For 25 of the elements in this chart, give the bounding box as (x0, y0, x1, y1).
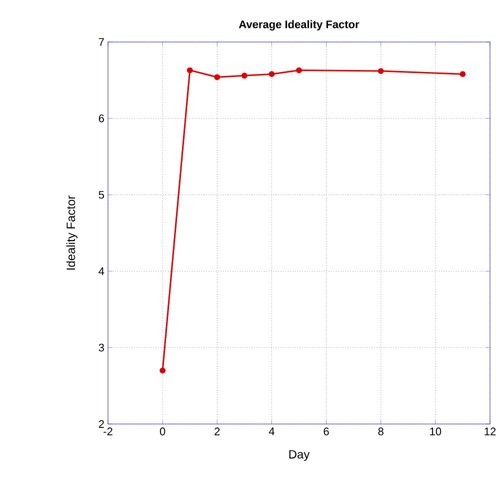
x-tick-label: -2 (104, 428, 112, 436)
y-tick-label: 3 (98, 344, 104, 352)
x-tick-label: 2 (214, 428, 220, 436)
point (268, 71, 275, 78)
y-axis-title: Ideality Factor (66, 196, 78, 270)
point (241, 72, 248, 79)
x-tick-label: 8 (378, 428, 384, 436)
x-tick-label: 6 (324, 428, 329, 436)
y-tick-label: 5 (98, 190, 104, 199)
x-tick-label: 0 (160, 428, 166, 436)
point (460, 71, 466, 78)
point (160, 368, 166, 374)
x-axis-title: Day (289, 450, 310, 461)
y-tick-label: 6 (98, 114, 104, 122)
point (296, 67, 302, 74)
y-tick-label: 7 (98, 38, 104, 46)
y-tick-label: 4 (98, 267, 104, 275)
y-tick-label: 2 (98, 420, 104, 428)
x-tick-label: 12 (484, 428, 496, 436)
point (186, 67, 193, 74)
x-tick-label: 4 (268, 428, 274, 436)
chart-title: Average Ideality Factor (238, 20, 360, 30)
point (214, 74, 220, 80)
x-tick-label: 10 (430, 428, 442, 436)
point (378, 68, 384, 74)
